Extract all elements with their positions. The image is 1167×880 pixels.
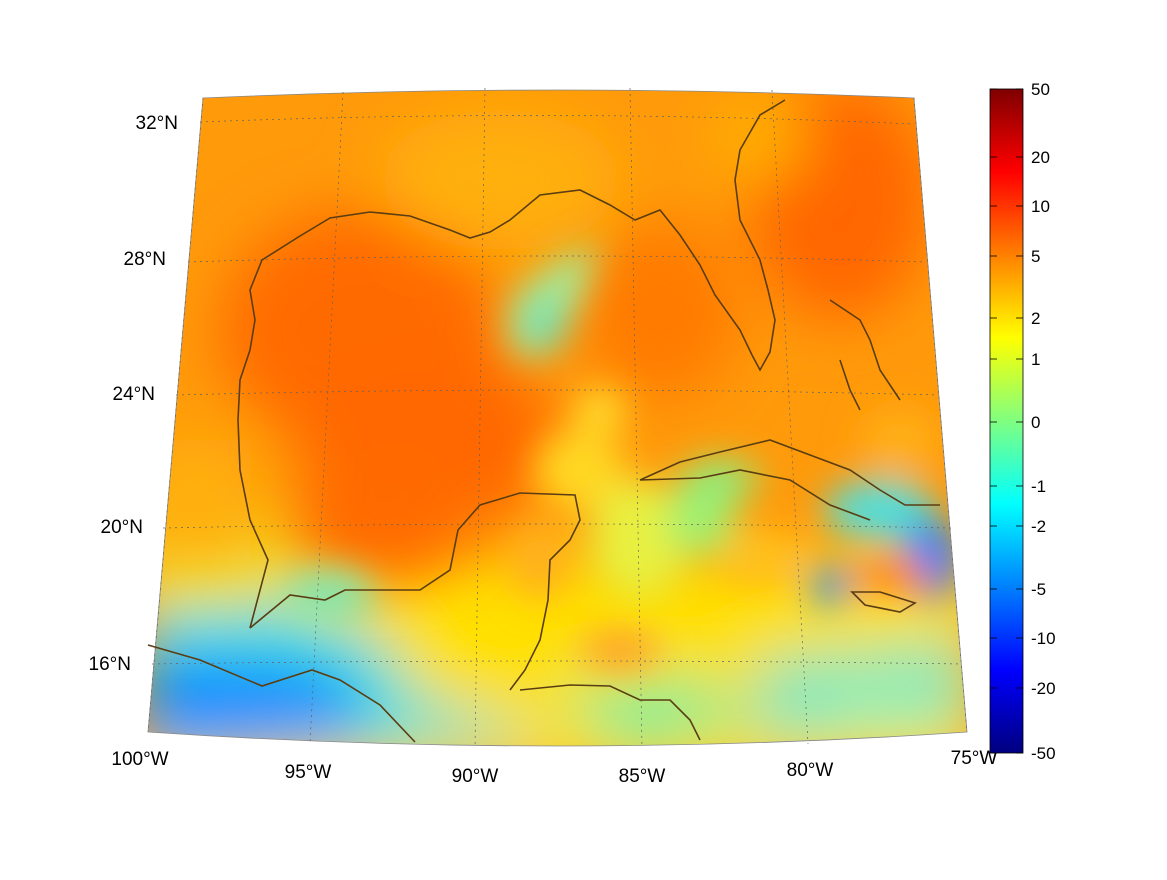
colorbar-label: 2 [1031, 309, 1040, 328]
coastline-gulf-us-mexico [147, 492, 701, 743]
colorbar-ticks [990, 88, 1023, 754]
colorbar-label: -20 [1031, 679, 1056, 698]
lon-label-95w: 95°W [285, 762, 332, 783]
colorbar-gradient [989, 88, 1024, 754]
lat-label-24n: 24°N [113, 384, 155, 405]
graticule-lon-line [771, 89, 809, 745]
graticule-lon-line [629, 87, 643, 749]
lat-axis-labels: 32°N 28°N 24°N 20°N 16°N [89, 113, 178, 675]
graticule-lon-line [309, 91, 344, 745]
colorbar-label: 20 [1031, 148, 1050, 167]
data-field [148, 90, 967, 746]
colorbar-label: 50 [1031, 80, 1050, 99]
graticule [147, 87, 968, 749]
map-frame [147, 89, 968, 747]
colorbar-label: 1 [1031, 350, 1040, 369]
graticule-lon-line [913, 97, 968, 733]
lat-label-28n: 28°N [124, 249, 166, 270]
lon-label-100w: 100°W [111, 749, 168, 770]
lon-label-80w: 80°W [787, 760, 834, 781]
lon-label-85w: 85°W [619, 766, 666, 787]
coastline-cuba [639, 439, 940, 521]
lat-label-32n: 32°N [136, 113, 178, 134]
lon-label-90w: 90°W [452, 766, 499, 787]
coastline-mexico-gulf [237, 99, 786, 629]
lat-label-20n: 20°N [101, 517, 143, 538]
graticule-lat-line [175, 389, 939, 396]
coastlines [147, 99, 940, 743]
colorbar-label: 0 [1031, 413, 1040, 432]
graticule-lon-line [474, 87, 486, 749]
lon-axis-labels: 100°W 95°W 90°W 85°W 80°W 75°W [111, 748, 997, 787]
colorbar-label: 10 [1031, 197, 1050, 216]
colorbar-label: -10 [1031, 629, 1056, 648]
colorbar-label: -50 [1031, 744, 1056, 763]
colorbar-label: -2 [1031, 517, 1046, 536]
colorbar-label: -5 [1031, 580, 1046, 599]
lat-label-16n: 16°N [89, 654, 131, 675]
colorbar-label: -1 [1031, 477, 1046, 496]
coastline-jamaica-bahamas [829, 299, 917, 613]
graticule-lat-line [199, 115, 915, 125]
colorbar-label: 5 [1031, 247, 1040, 266]
graticule-lon-line [147, 97, 204, 733]
lon-label-75w: 75°W [951, 748, 998, 769]
